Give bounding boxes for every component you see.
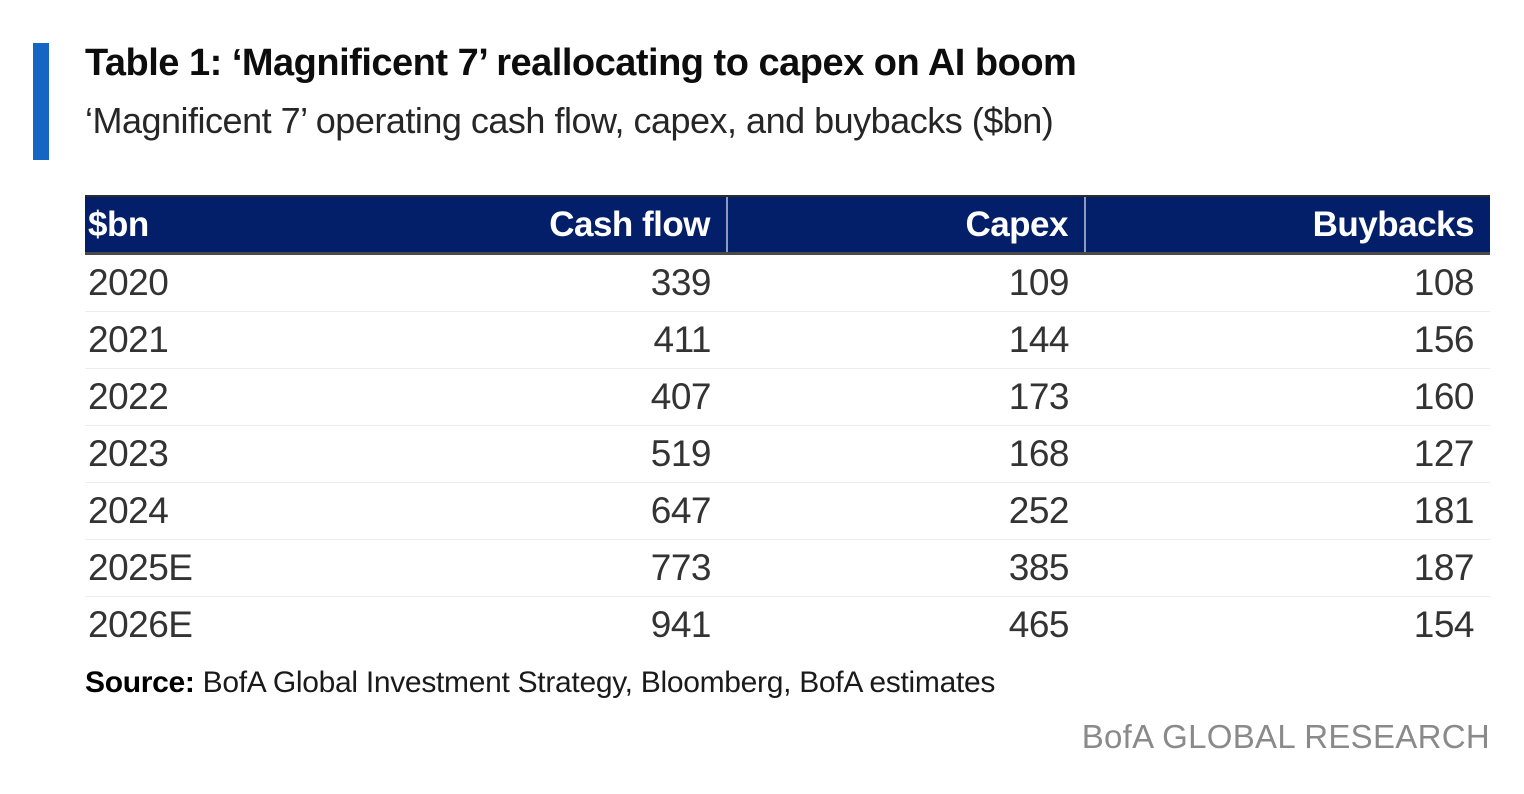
capex-cell: 385 bbox=[727, 539, 1085, 597]
year-cell: 2021 bbox=[85, 311, 405, 369]
table-row: 2025E 773 385 187 bbox=[85, 539, 1490, 597]
table-row: 2023 519 168 127 bbox=[85, 425, 1490, 483]
cash-flow-cell: 411 bbox=[405, 311, 727, 369]
buybacks-cell: 156 bbox=[1085, 311, 1490, 369]
column-header-unit: $bn bbox=[85, 195, 405, 255]
table-row: 2021 411 144 156 bbox=[85, 311, 1490, 369]
year-cell: 2020 bbox=[85, 253, 405, 312]
year-cell: 2022 bbox=[85, 368, 405, 426]
table-header: $bn Cash flow Capex Buybacks bbox=[85, 195, 1490, 255]
title-block: Table 1: ‘Magnificent 7’ reallocating to… bbox=[85, 40, 1490, 144]
column-header-cash-flow: Cash flow bbox=[405, 195, 727, 255]
data-table: $bn Cash flow Capex Buybacks 2020 339 10… bbox=[85, 195, 1490, 653]
table-body: 2020 339 109 108 2021 411 144 156 2022 4… bbox=[85, 253, 1490, 654]
table-row: 2022 407 173 160 bbox=[85, 368, 1490, 426]
buybacks-cell: 160 bbox=[1085, 368, 1490, 426]
table-row: 2020 339 109 108 bbox=[85, 253, 1490, 312]
cash-flow-cell: 519 bbox=[405, 425, 727, 483]
year-cell: 2026E bbox=[88, 604, 193, 645]
table-title: Table 1: ‘Magnificent 7’ reallocating to… bbox=[85, 42, 1077, 84]
capex-cell: 109 bbox=[727, 253, 1085, 312]
source-label: Source: bbox=[85, 666, 195, 699]
header-row: $bn Cash flow Capex Buybacks bbox=[85, 195, 1490, 255]
buybacks-cell: 187 bbox=[1085, 539, 1490, 597]
column-header-buybacks: Buybacks bbox=[1084, 195, 1490, 255]
capex-cell: 465 bbox=[1008, 604, 1070, 645]
buybacks-cell: 154 bbox=[1413, 604, 1475, 645]
capex-cell: 144 bbox=[727, 311, 1085, 369]
cash-flow-cell: 941 bbox=[650, 604, 712, 645]
cash-flow-cell: 339 bbox=[405, 253, 727, 312]
capex-cell: 168 bbox=[727, 425, 1085, 483]
year-cell: 2025E bbox=[85, 539, 405, 597]
accent-bar bbox=[33, 43, 49, 160]
column-header-capex: Capex bbox=[726, 195, 1085, 255]
cash-flow-cell: 773 bbox=[405, 539, 727, 597]
table-row: 2024 647 252 181 bbox=[85, 482, 1490, 540]
buybacks-cell: 127 bbox=[1085, 425, 1490, 483]
table-row: 2026E 941 465 154 bbox=[85, 597, 1490, 654]
capex-cell: 252 bbox=[727, 482, 1085, 540]
buybacks-cell: 108 bbox=[1085, 253, 1490, 312]
buybacks-cell: 181 bbox=[1085, 482, 1490, 540]
year-cell: 2023 bbox=[85, 425, 405, 483]
year-cell: 2024 bbox=[85, 482, 405, 540]
cash-flow-cell: 407 bbox=[405, 368, 727, 426]
cash-flow-cell: 647 bbox=[405, 482, 727, 540]
table-subtitle: ‘Magnificent 7’ operating cash flow, cap… bbox=[85, 100, 1054, 141]
source-text: BofA Global Investment Strategy, Bloombe… bbox=[194, 666, 996, 699]
capex-cell: 173 bbox=[727, 368, 1085, 426]
source-line: Source: BofA Global Investment Strategy,… bbox=[85, 666, 995, 700]
footer-brand: BofA GLOBAL RESEARCH bbox=[1081, 718, 1490, 755]
